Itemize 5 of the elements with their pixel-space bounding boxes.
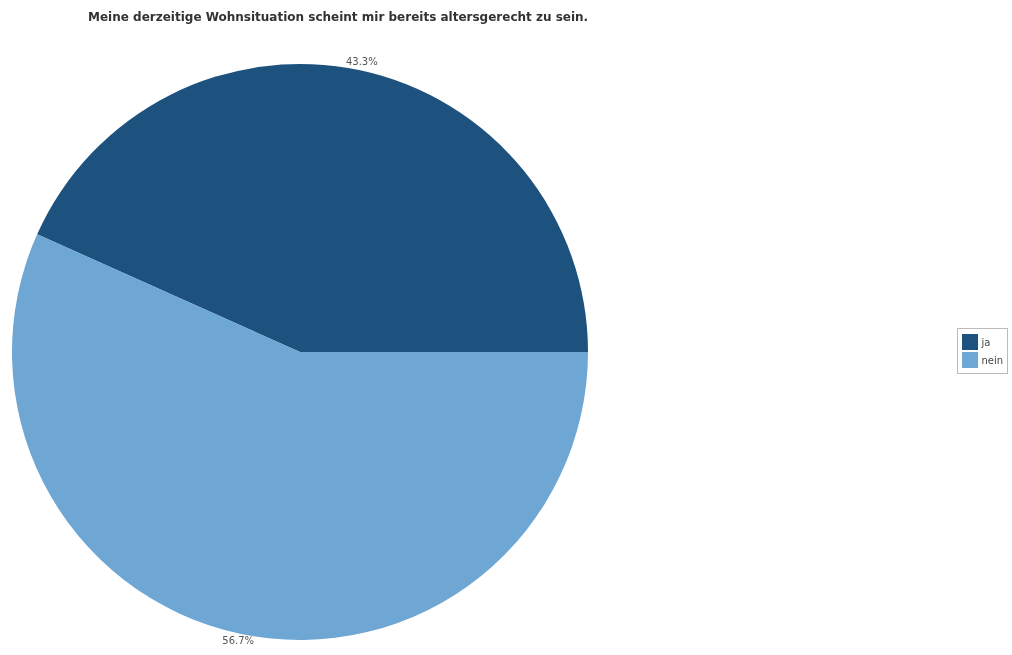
data-label: 56.7% (222, 635, 255, 647)
chart-title: Meine derzeitige Wohnsituation scheint mir bereits altersgerecht zu sein. (88, 10, 589, 24)
data-label: 43.3% (345, 56, 378, 68)
legend-label: nein (981, 354, 1003, 366)
legend-label: ja (981, 336, 991, 348)
